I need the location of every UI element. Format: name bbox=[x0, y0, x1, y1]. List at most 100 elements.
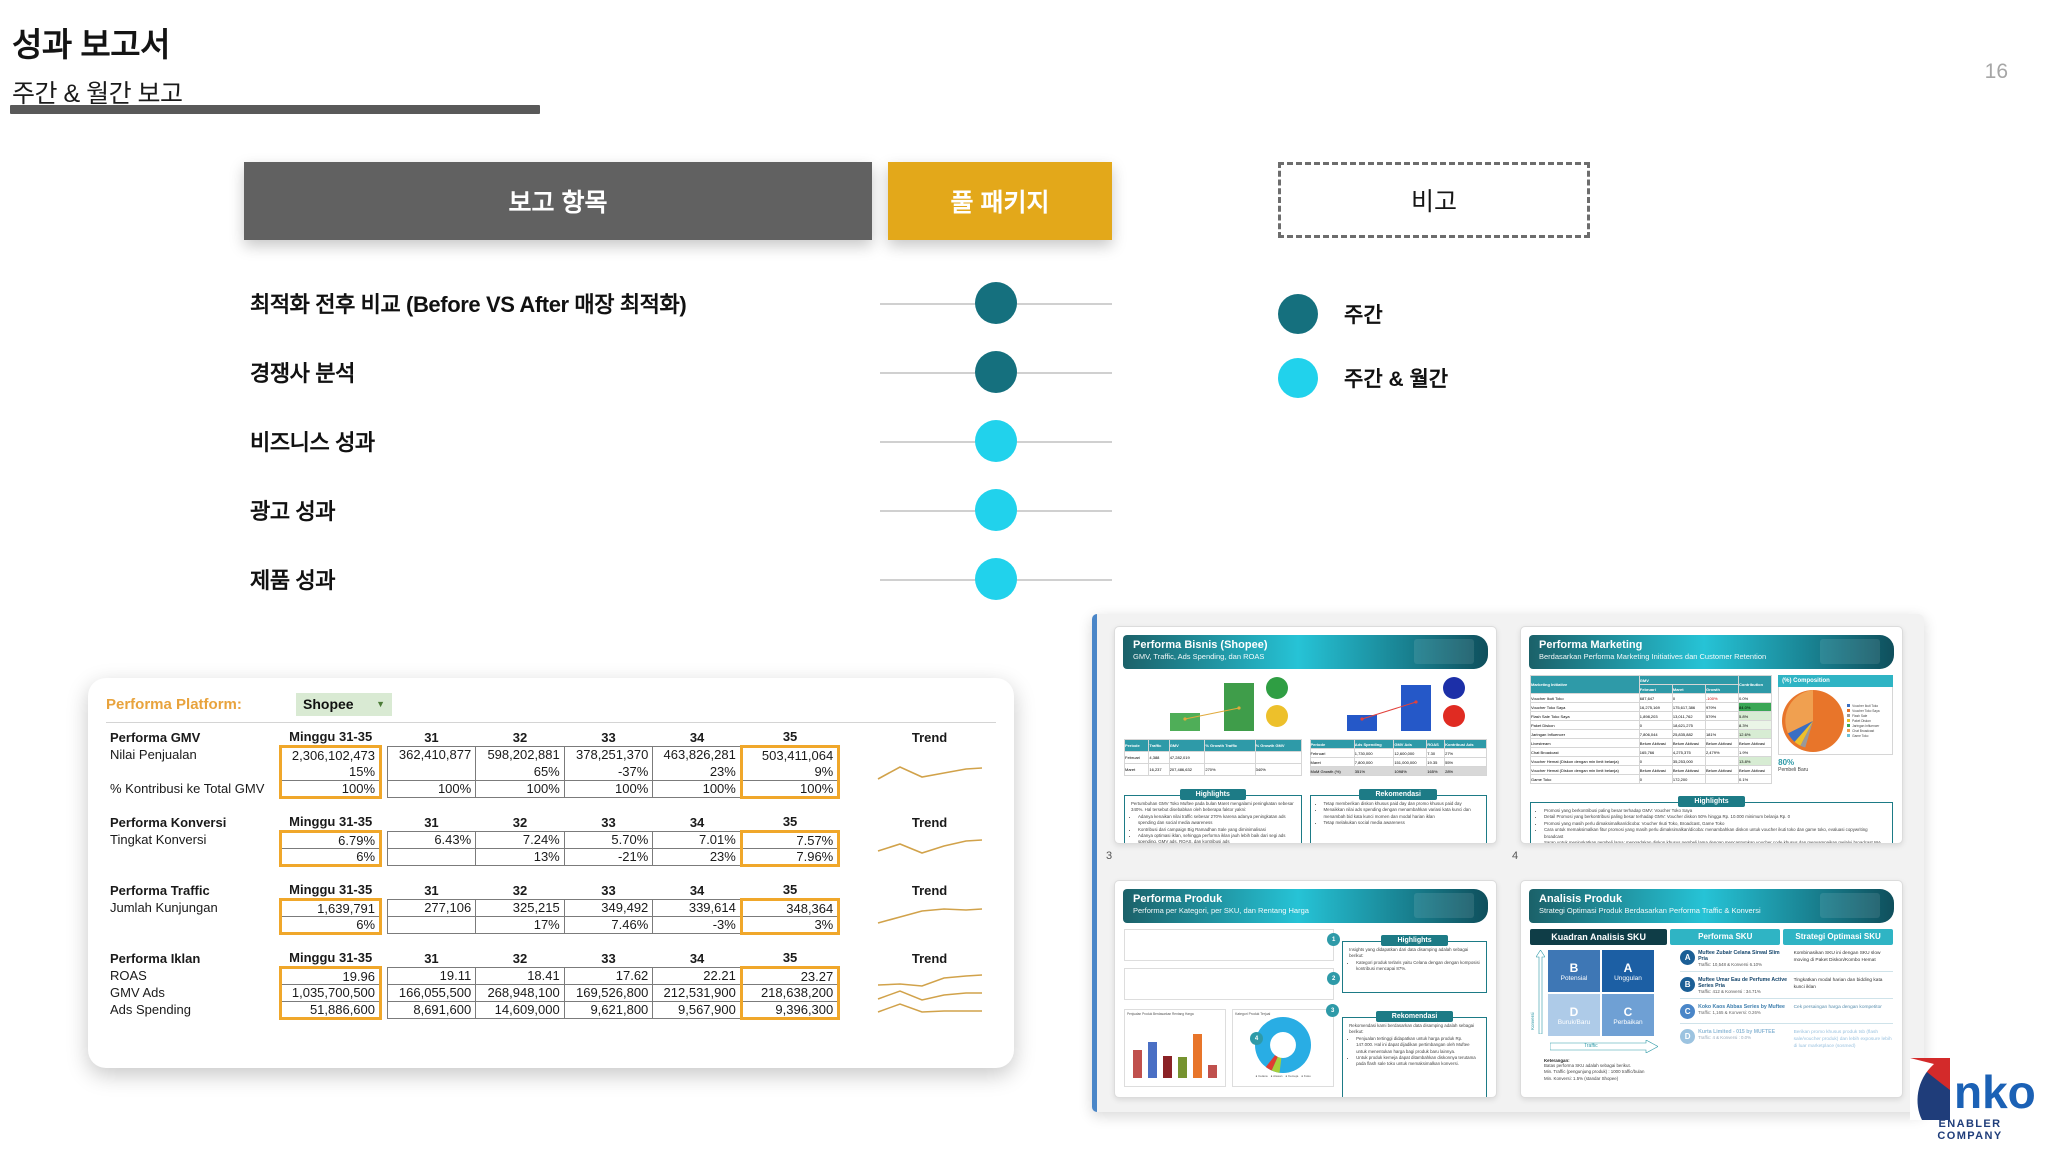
week-cell: 277,106 bbox=[386, 898, 477, 916]
bar bbox=[1178, 1057, 1187, 1078]
highlights-bullet: Adanya optimasi iklan, sehingga performa… bbox=[1138, 833, 1295, 843]
note-line: Batas performa SKU adalah sebagai beriku… bbox=[1544, 1063, 1631, 1068]
col-header: % Growth GMV bbox=[1254, 739, 1302, 752]
row-label: GMV Ads bbox=[110, 985, 165, 1000]
bar bbox=[1401, 685, 1431, 731]
composition-value: 80% bbox=[1778, 758, 1795, 767]
sku-row: D Kurta Limited - 015 by MUFTEE Traffic:… bbox=[1680, 1024, 1893, 1051]
cell: Belum Aktivasi bbox=[1671, 738, 1706, 748]
report-item-list: 최적화 전후 비교 (Before VS After 매장 최적화) 경쟁사 분… bbox=[250, 268, 810, 613]
recommendation-block: Rekomendasi Rekomendasi kami berdasarkan… bbox=[1342, 1005, 1487, 1097]
pie-svg bbox=[1782, 689, 1845, 752]
cell: Maret bbox=[1123, 763, 1150, 776]
panel-title: Performa Marketing bbox=[1539, 639, 1643, 651]
table-row: Tingkat Konversi 6.79% 6.43% 7.24% 5.70%… bbox=[106, 829, 996, 854]
week-cell: 348,364 bbox=[739, 897, 841, 916]
cell: 0 bbox=[1638, 720, 1673, 730]
cell: 207,486,632 bbox=[1168, 763, 1206, 776]
sku-table-2 bbox=[1124, 968, 1335, 1000]
week-cell: 339,614 bbox=[652, 898, 742, 916]
row-label bbox=[106, 848, 281, 865]
cell: 1,730,000 bbox=[1353, 748, 1395, 758]
cell: 175,617,386 bbox=[1671, 702, 1706, 712]
table-row: Paket Diskon 0 18,621,275 8.3% bbox=[1530, 720, 1773, 730]
sku-table-1 bbox=[1124, 929, 1335, 961]
cell: 181% bbox=[1704, 729, 1740, 739]
list-item: 최적화 전후 비교 (Before VS After 매장 최적화) bbox=[250, 291, 687, 317]
week-cell: 17.62 bbox=[564, 966, 654, 984]
note-title: Keterangan: bbox=[1544, 1058, 1570, 1063]
panel-page-mark: 4 bbox=[1512, 850, 1519, 862]
col-header: GMV bbox=[1168, 739, 1206, 752]
week-header: 34 bbox=[689, 729, 705, 745]
cell: 35,253,000 bbox=[1671, 756, 1706, 766]
cell: Belum Aktivasi bbox=[1738, 738, 1773, 748]
week-cell: -21% bbox=[564, 847, 654, 866]
week-cell: 100% bbox=[386, 779, 477, 798]
week-cell: 8,691,600 bbox=[386, 1000, 477, 1019]
quadrant-letter: A bbox=[1623, 960, 1633, 975]
week-cell: 23.27 bbox=[739, 965, 841, 984]
highlights-tag: Highlights bbox=[1179, 789, 1246, 800]
highlights-bullet: Promosi yang masih perlu dimaksimalkan/d… bbox=[1544, 821, 1886, 827]
platform-select-value: Shopee bbox=[303, 696, 354, 712]
cell: Belum Aktivasi bbox=[1704, 765, 1740, 775]
logo-tagline: ENABLER COMPANY bbox=[1937, 1118, 2003, 1142]
cell: 687,647 bbox=[1638, 693, 1673, 703]
kpi-bubble bbox=[1266, 705, 1288, 727]
col-group-header: GMV bbox=[1638, 675, 1740, 685]
platform-label: Performa Platform: bbox=[106, 695, 242, 713]
bar bbox=[1163, 1056, 1172, 1078]
summary-header: Minggu 31-35 bbox=[289, 882, 373, 898]
cell: Voucher Hemat (Diskon dengan min limit b… bbox=[1530, 756, 1640, 766]
panel-header-badge bbox=[1414, 639, 1474, 664]
chart-title: Kategori Produk Terjual bbox=[1235, 1012, 1271, 1016]
cell: 7.30 bbox=[1426, 748, 1446, 758]
sku-name: Kurta Limited - 015 by MUFTEE bbox=[1698, 1029, 1776, 1035]
week-cell: 100% bbox=[652, 779, 742, 798]
page-header: 성과 보고서 주간 & 월간 보고 bbox=[12, 18, 183, 110]
section-title: Performa GMV bbox=[110, 730, 201, 745]
legend-label: 주간 bbox=[1344, 304, 1383, 327]
cell: 340% bbox=[1254, 763, 1302, 776]
cell: 7,806,044 bbox=[1638, 729, 1673, 739]
sku-badge: A bbox=[1680, 950, 1696, 965]
week-cell: 9,621,800 bbox=[564, 1000, 654, 1019]
week-cell: 268,948,100 bbox=[475, 983, 565, 1001]
cell bbox=[1254, 751, 1302, 764]
quadrant-c: C Perbaikan bbox=[1602, 994, 1654, 1036]
week-cell: 166,055,500 bbox=[386, 983, 477, 1001]
row-label: Nilai Penjualan bbox=[110, 747, 197, 762]
sku-row: A Muftee Zubair Celana Sirwal Slim Pria … bbox=[1680, 950, 1893, 972]
sku-metrics: Traffic: 1,165 & Konversi: 0.26% bbox=[1698, 1010, 1761, 1015]
trend-sparkline bbox=[863, 831, 996, 865]
col-header: ROAS bbox=[1426, 739, 1446, 749]
cell: Flash Sale Toko Saya bbox=[1530, 711, 1640, 721]
panel-subtitle: Berdasarkan Performa Marketing Initiativ… bbox=[1539, 651, 1767, 661]
cell: 47,282,019 bbox=[1168, 751, 1206, 764]
week-cell: 23% bbox=[709, 763, 736, 779]
trend-sparkline bbox=[863, 967, 996, 1018]
page-number: 16 bbox=[1984, 60, 2008, 83]
cell: 19.35 bbox=[1426, 757, 1446, 767]
table-section-header: Performa GMV Minggu 31-35 31 32 33 34 35… bbox=[106, 729, 996, 746]
ads-roas-chart bbox=[1339, 675, 1479, 731]
quadrant-letter: C bbox=[1623, 1004, 1633, 1019]
cell: 84.0% bbox=[1738, 702, 1773, 712]
page-title: 성과 보고서 bbox=[12, 26, 170, 63]
cell: 5.8% bbox=[1738, 711, 1773, 721]
week-header: 31 bbox=[424, 882, 439, 898]
week-header: 33 bbox=[601, 729, 616, 745]
col-header: Februari bbox=[1638, 684, 1673, 694]
table-row: Livestream Belum Aktivasi Belum Aktivasi… bbox=[1530, 738, 1773, 748]
composition-title: (%) Composition bbox=[1778, 675, 1893, 687]
week-cell bbox=[386, 763, 477, 780]
axis-x-label: Traffic bbox=[1584, 1043, 1598, 1049]
summary-header: Minggu 31-35 bbox=[289, 950, 373, 966]
ads-table: Periode Ads Spending GMV Ads ROAS Kontri… bbox=[1309, 739, 1488, 776]
platform-select[interactable]: Shopee ▼ bbox=[296, 692, 392, 716]
week-header: 31 bbox=[424, 729, 439, 745]
list-item: 비즈니스 성과 bbox=[250, 429, 375, 455]
callout-badge: 2 bbox=[1327, 972, 1341, 985]
trend-header: Trend bbox=[911, 951, 948, 966]
